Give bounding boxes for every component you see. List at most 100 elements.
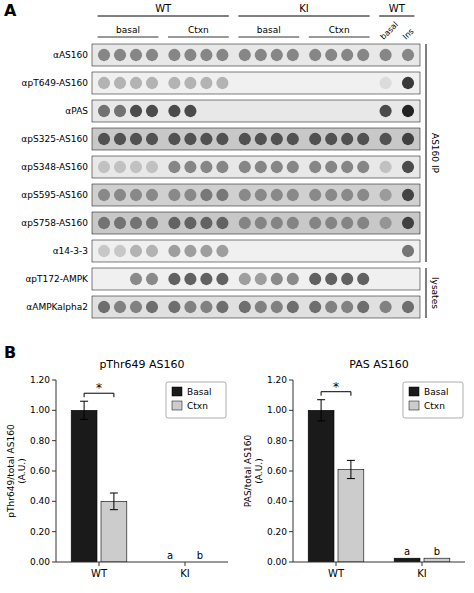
bar [71, 410, 97, 562]
row-label: αpS595-AS160 [21, 190, 88, 200]
band [239, 133, 251, 145]
band [200, 49, 212, 61]
band [130, 133, 142, 145]
band [200, 105, 212, 117]
band [239, 217, 251, 229]
x-tick-label: KI [180, 568, 190, 579]
blot-row [92, 100, 420, 122]
band [98, 161, 110, 173]
blot-row [92, 156, 420, 178]
y-tick-label: 1.20 [267, 375, 287, 385]
y-tick-label: 1.00 [267, 405, 287, 415]
band [184, 105, 196, 117]
band [309, 49, 321, 61]
band [200, 273, 212, 285]
band [341, 133, 353, 145]
legend-swatch [409, 401, 419, 410]
band [309, 189, 321, 201]
y-tick-label: 0.80 [30, 436, 50, 446]
bar [101, 501, 127, 562]
band [341, 77, 353, 89]
y-tick [289, 501, 293, 502]
band [255, 245, 267, 257]
band [98, 273, 110, 285]
legend-label: Ctxn [424, 401, 445, 411]
band [271, 189, 283, 201]
band [146, 217, 158, 229]
band [98, 105, 110, 117]
subgroup-label: Ctxn [188, 25, 209, 35]
y-tick [52, 380, 56, 381]
band [380, 301, 392, 313]
band [255, 301, 267, 313]
y-axis-label: pThr649/total AS160(A.U.) [6, 424, 27, 518]
band [255, 133, 267, 145]
band [146, 49, 158, 61]
band [287, 301, 299, 313]
band [325, 245, 337, 257]
x-axis [293, 562, 465, 563]
bar-annotation: a [404, 546, 410, 557]
figure: AαAS160αpT649-AS160αPASαpS325-AS160αpS34… [0, 0, 474, 593]
panel-label: A [4, 1, 17, 20]
band [380, 77, 392, 89]
legend-swatch [172, 387, 182, 396]
band [168, 273, 180, 285]
bar-annotation: b [197, 550, 203, 561]
band [200, 161, 212, 173]
error-bar [347, 460, 355, 478]
bar-chart: BpThr649 AS160pThr649/total AS160(A.U.)0… [4, 343, 228, 579]
band [380, 133, 392, 145]
y-axis-label-line: (A.U.) [254, 458, 264, 483]
band [239, 189, 251, 201]
y-tick [289, 471, 293, 472]
y-axis [56, 380, 57, 562]
row-label: αAMPKalpha2 [26, 302, 88, 312]
band [168, 301, 180, 313]
band [255, 77, 267, 89]
y-tick-label: 1.20 [30, 375, 50, 385]
band [146, 77, 158, 89]
band [309, 77, 321, 89]
band [357, 77, 369, 89]
band [216, 133, 228, 145]
band [402, 105, 414, 117]
band [255, 49, 267, 61]
band [325, 49, 337, 61]
legend-swatch [172, 401, 182, 410]
band [402, 217, 414, 229]
band [402, 245, 414, 257]
band [357, 105, 369, 117]
band [287, 133, 299, 145]
band [216, 217, 228, 229]
x-axis [56, 562, 228, 563]
y-tick [52, 440, 56, 441]
blot-row [92, 268, 420, 290]
x-tick-label: WT [91, 568, 108, 579]
band [402, 133, 414, 145]
band [146, 189, 158, 201]
band [184, 301, 196, 313]
group-line [238, 16, 369, 17]
band [271, 105, 283, 117]
band [216, 49, 228, 61]
band [98, 49, 110, 61]
row-label: αPAS [65, 106, 88, 116]
blot-row [92, 72, 420, 94]
band [380, 189, 392, 201]
y-tick [289, 410, 293, 411]
band [402, 49, 414, 61]
band [239, 161, 251, 173]
band [357, 301, 369, 313]
band [216, 273, 228, 285]
y-tick [289, 531, 293, 532]
group-label: WT [389, 3, 406, 14]
band [168, 189, 180, 201]
subgroup-line [98, 37, 159, 38]
band [402, 273, 414, 285]
legend-frame [403, 382, 463, 418]
error-bar-cap [317, 399, 325, 400]
band [402, 77, 414, 89]
y-tick-label: 0.60 [30, 466, 50, 476]
y-tick [52, 471, 56, 472]
